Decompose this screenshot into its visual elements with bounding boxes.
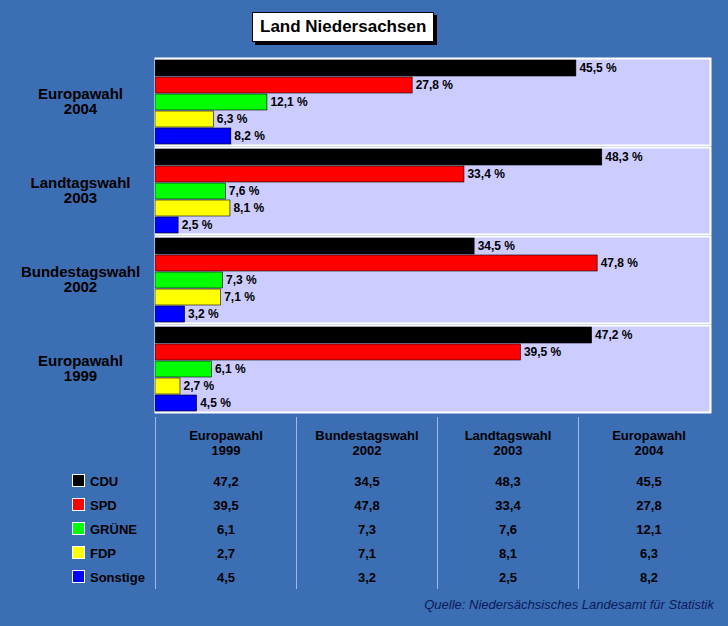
html-text:7,1: 7,1 [358,545,376,561]
svg-text:48,3 %: 48,3 % [605,150,643,164]
svg-text:Landtagswahl2003: Landtagswahl2003 [30,174,130,206]
svg-text:12,1 %: 12,1 % [270,95,308,109]
html-text:2004: 2004 [634,443,664,458]
html-text:45,5: 45,5 [636,473,662,489]
html-text:27,8: 27,8 [636,497,662,513]
html-text:4,5: 4,5 [217,569,235,585]
svg-text:6,3 %: 6,3 % [217,112,248,126]
html-text:7,3: 7,3 [358,521,376,537]
html-text:2003: 2003 [493,443,523,458]
html-text:Europawahl: Europawahl [189,428,263,443]
svg-text:39,5 %: 39,5 % [524,345,562,359]
html-text:39,5: 39,5 [213,497,239,513]
html-text:Sonstige: Sonstige [90,569,145,585]
html-text:12,1: 12,1 [636,521,662,537]
svg-text:2,7 %: 2,7 % [183,379,214,393]
html-text:2,5: 2,5 [499,569,517,585]
html-text:Europawahl: Europawahl [612,428,686,443]
svg-text:47,8 %: 47,8 % [601,256,639,270]
html-text:FDP: FDP [90,545,116,561]
svg-text:27,8 %: 27,8 % [416,78,454,92]
html-text:47,2: 47,2 [213,473,239,489]
html-text:3,2: 3,2 [358,569,376,585]
svg-text:Bundestagswahl2002: Bundestagswahl2002 [21,263,140,295]
svg-text:6,1 %: 6,1 % [215,362,246,376]
html-text:6,3: 6,3 [640,545,658,561]
svg-text:4,5 %: 4,5 % [200,396,231,410]
html-text:34,5: 34,5 [354,473,380,489]
html-text:8,2: 8,2 [640,569,658,585]
svg-text:Europawahl1999: Europawahl1999 [38,352,123,384]
svg-text:33,4 %: 33,4 % [467,167,505,181]
html-text:Landtagswahl: Landtagswahl [464,428,552,443]
svg-text:7,6 %: 7,6 % [229,184,260,198]
html-text:CDU: CDU [90,473,119,489]
html-text:47,8: 47,8 [354,497,380,513]
html-text:7,6: 7,6 [499,521,517,537]
html-text:8,1: 8,1 [499,545,517,561]
html-text:2002: 2002 [352,443,382,458]
svg-text:45,5 %: 45,5 % [579,61,617,75]
svg-text:7,3 %: 7,3 % [226,273,257,287]
html-text:GRÜNE: GRÜNE [90,521,137,537]
html-text:2,7: 2,7 [217,545,235,561]
html-text:Quelle: Niedersächsisches Land: Quelle: Niedersächsisches Landesamt für … [424,597,714,612]
html-text:SPD: SPD [90,497,117,513]
svg-text:7,1 %: 7,1 % [224,290,255,304]
html-text:1999: 1999 [211,443,241,458]
svg-text:47,2 %: 47,2 % [595,328,633,342]
svg-text:2,5 %: 2,5 % [182,218,213,232]
svg-text:Europawahl2004: Europawahl2004 [38,85,123,117]
svg-text:3,2 %: 3,2 % [188,307,219,321]
svg-text:8,2 %: 8,2 % [234,129,265,143]
svg-text:8,1 %: 8,1 % [233,201,264,215]
html-text:6,1: 6,1 [217,521,235,537]
html-text:33,4: 33,4 [495,497,521,513]
svg-text:34,5 %: 34,5 % [478,239,516,253]
html-text:48,3: 48,3 [495,473,521,489]
html-text:Bundestagswahl: Bundestagswahl [315,428,419,443]
html-text:Land Niedersachsen: Land Niedersachsen [260,17,427,36]
